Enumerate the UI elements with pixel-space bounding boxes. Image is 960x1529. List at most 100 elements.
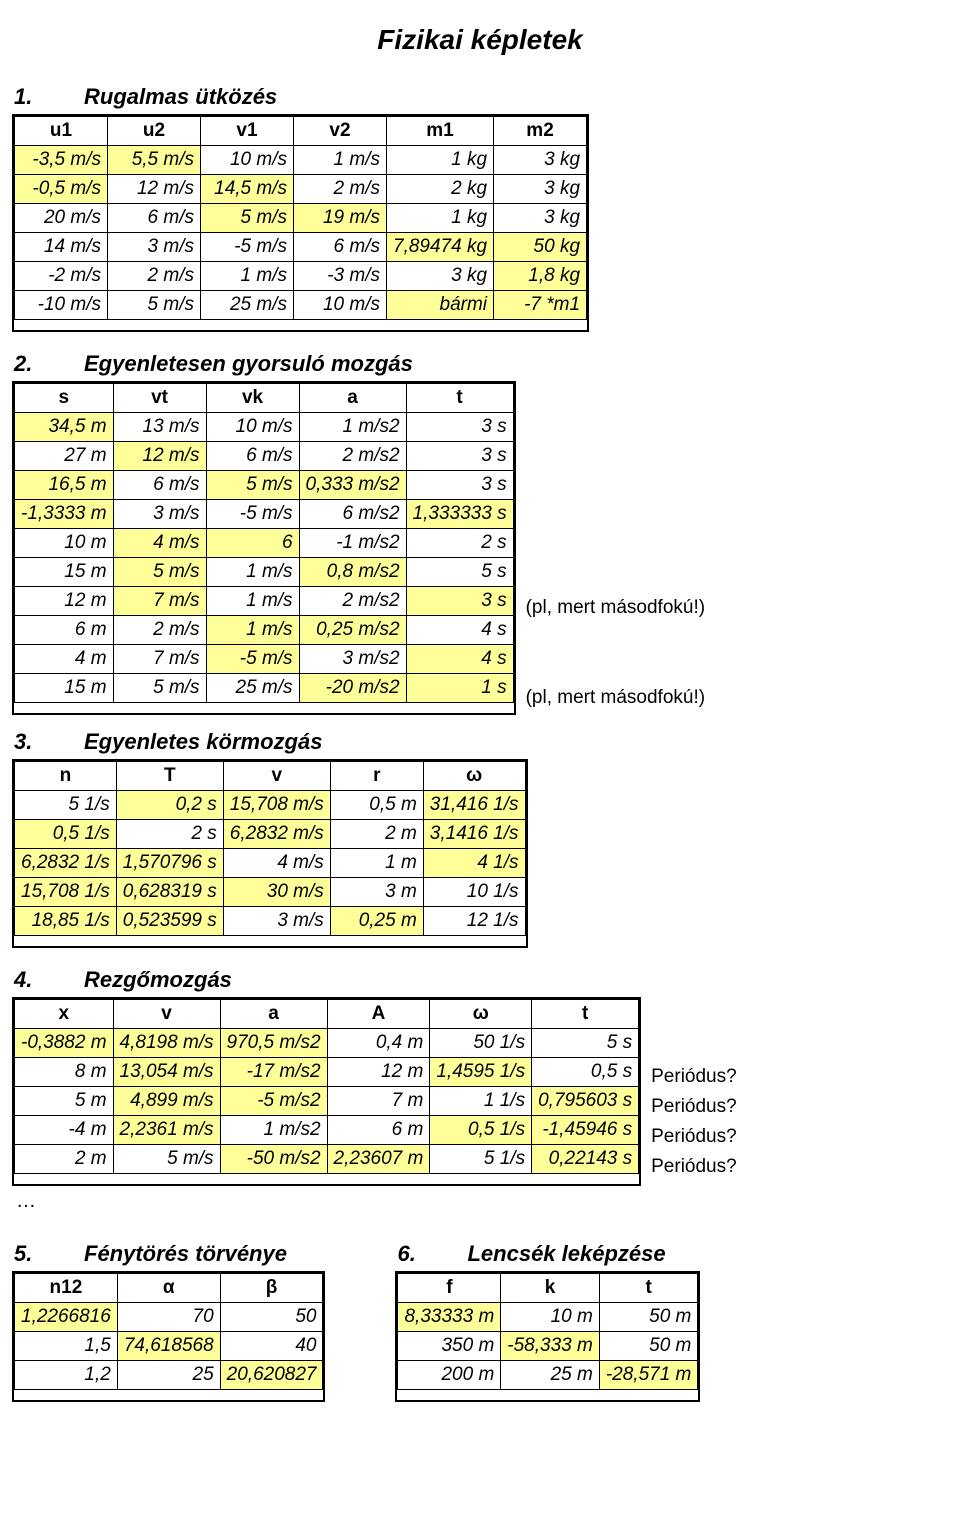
table-row: 8,33333 m10 m50 m <box>398 1303 698 1332</box>
table-header: a <box>299 384 406 413</box>
row-note <box>649 1032 737 1062</box>
table-cell: 3 s <box>406 471 513 500</box>
table-cell: 7 m/s <box>113 587 206 616</box>
table-row: -1,3333 m3 m/s-5 m/s6 m/s21,333333 s <box>15 500 514 529</box>
table-cell: 0,8 m/s2 <box>299 558 406 587</box>
table-cell: 2,23607 m <box>327 1145 430 1174</box>
table-cell: 8 m <box>15 1058 114 1087</box>
table-1: u1u2v1v2m1m2-3,5 m/s5,5 m/s10 m/s1 m/s1 … <box>14 116 587 320</box>
table-cell: 5 s <box>406 558 513 587</box>
table-2: svtvkat34,5 m13 m/s10 m/s1 m/s23 s27 m12… <box>14 383 514 703</box>
table-cell: 6,2832 1/s <box>15 849 117 878</box>
table-cell: 50 m <box>599 1332 698 1361</box>
table-cell: 4 m/s <box>113 529 206 558</box>
table-cell: 30 m/s <box>223 878 330 907</box>
table-cell: 3 m/s2 <box>299 645 406 674</box>
table-cell: 19 m/s <box>294 204 387 233</box>
table-header: vt <box>113 384 206 413</box>
table-row: 20 m/s6 m/s5 m/s19 m/s1 kg3 kg <box>15 204 587 233</box>
table-header: k <box>501 1274 600 1303</box>
row-note: Periódus? <box>649 1152 737 1182</box>
table-header: v <box>223 762 330 791</box>
section-4-num: 4. <box>14 967 44 993</box>
table-cell: 1,2266816 <box>15 1303 118 1332</box>
table-row: 15 m5 m/s1 m/s0,8 m/s25 s <box>15 558 514 587</box>
row-note <box>524 533 706 563</box>
table-5-wrap: n12αβ1,226681670501,574,618568401,22520,… <box>12 1271 325 1402</box>
table-cell: 6,2832 m/s <box>223 820 330 849</box>
table-cell: 40 <box>220 1332 323 1361</box>
table-cell: -0,3882 m <box>15 1029 114 1058</box>
table-cell: 2 m <box>15 1145 114 1174</box>
table-cell: 1,5 <box>15 1332 118 1361</box>
row-note <box>524 503 706 533</box>
table-cell: 4,8198 m/s <box>113 1029 220 1058</box>
table-cell: 970,5 m/s2 <box>220 1029 327 1058</box>
table-cell: -4 m <box>15 1116 114 1145</box>
section-5-num: 5. <box>14 1241 44 1267</box>
table-cell: 1 m/s <box>206 587 299 616</box>
table-cell: -1,3333 m <box>15 500 114 529</box>
table-cell: 4 1/s <box>423 849 525 878</box>
table-cell: 7 m/s <box>113 645 206 674</box>
table-cell: 2 m <box>330 820 423 849</box>
table-header: T <box>116 762 223 791</box>
table-cell: 1 kg <box>387 146 494 175</box>
table-cell: 3 kg <box>494 146 587 175</box>
table-cell: 3 s <box>406 413 513 442</box>
table-row: -3,5 m/s5,5 m/s10 m/s1 m/s1 kg3 kg <box>15 146 587 175</box>
table-cell: 25 m/s <box>201 291 294 320</box>
table-cell: bármi <box>387 291 494 320</box>
table-cell: 1,333333 s <box>406 500 513 529</box>
table-cell: 0,22143 s <box>532 1145 639 1174</box>
table-cell: 2 s <box>406 529 513 558</box>
table-cell: 50 <box>220 1303 323 1332</box>
table-row: 18,85 1/s0,523599 s3 m/s0,25 m12 1/s <box>15 907 526 936</box>
table-4-notes: Periódus?Periódus?Periódus?Periódus? <box>649 1002 737 1182</box>
table-cell: 12 1/s <box>423 907 525 936</box>
table-cell: 1 m/s <box>206 616 299 645</box>
table-3: nTvrω5 1/s0,2 s15,708 m/s0,5 m31,416 1/s… <box>14 761 526 936</box>
table-header: f <box>398 1274 501 1303</box>
table-cell: 3 kg <box>494 175 587 204</box>
table-cell: -58,333 m <box>501 1332 600 1361</box>
table-row: 10 m4 m/s6-1 m/s22 s <box>15 529 514 558</box>
table-cell: 2 m/s <box>108 262 201 291</box>
table-cell: -3 m/s <box>294 262 387 291</box>
table-cell: 6 m/s2 <box>299 500 406 529</box>
table-cell: 18,85 1/s <box>15 907 117 936</box>
table-header: m2 <box>494 117 587 146</box>
table-cell: 0,5 s <box>532 1058 639 1087</box>
table-cell: 10 m <box>15 529 114 558</box>
table-4-row: xvaAωt-0,3882 m4,8198 m/s970,5 m/s20,4 m… <box>12 997 948 1186</box>
row-note <box>524 443 706 473</box>
table-cell: 0,795603 s <box>532 1087 639 1116</box>
table-cell: 1 kg <box>387 204 494 233</box>
col-6: 6. Lencsék leképzése fkt8,33333 m10 m50 … <box>395 1227 700 1407</box>
table-cell: 10 1/s <box>423 878 525 907</box>
table-row: 16,5 m6 m/s5 m/s0,333 m/s23 s <box>15 471 514 500</box>
section-3-head: 3. Egyenletes körmozgás <box>14 729 948 755</box>
table-cell: 34,5 m <box>15 413 114 442</box>
section-6-title: Lencsék leképzése <box>467 1241 665 1267</box>
table-cell: 1,2 <box>15 1361 118 1390</box>
table-cell: 13,054 m/s <box>113 1058 220 1087</box>
table-cell: 25 m/s <box>206 674 299 703</box>
table-cell: -1 m/s2 <box>299 529 406 558</box>
section-5-title: Fénytörés törvénye <box>84 1241 287 1267</box>
table-cell: -17 m/s2 <box>220 1058 327 1087</box>
table-cell: 6 m/s <box>206 442 299 471</box>
table-cell: 1,570796 s <box>116 849 223 878</box>
table-header: s <box>15 384 114 413</box>
table-cell: 0,5 m <box>330 791 423 820</box>
table-cell: 70 <box>117 1303 220 1332</box>
table-header: x <box>15 1000 114 1029</box>
section-3-num: 3. <box>14 729 44 755</box>
table-cell: 50 m <box>599 1303 698 1332</box>
table-cell: 2 m/s2 <box>299 587 406 616</box>
table-row: 5 m4,899 m/s-5 m/s27 m1 1/s0,795603 s <box>15 1087 639 1116</box>
table-cell: 1 m/s <box>294 146 387 175</box>
table-cell: 6 m/s <box>108 204 201 233</box>
table-row: 200 m25 m-28,571 m <box>398 1361 698 1390</box>
table-cell: 15,708 m/s <box>223 791 330 820</box>
